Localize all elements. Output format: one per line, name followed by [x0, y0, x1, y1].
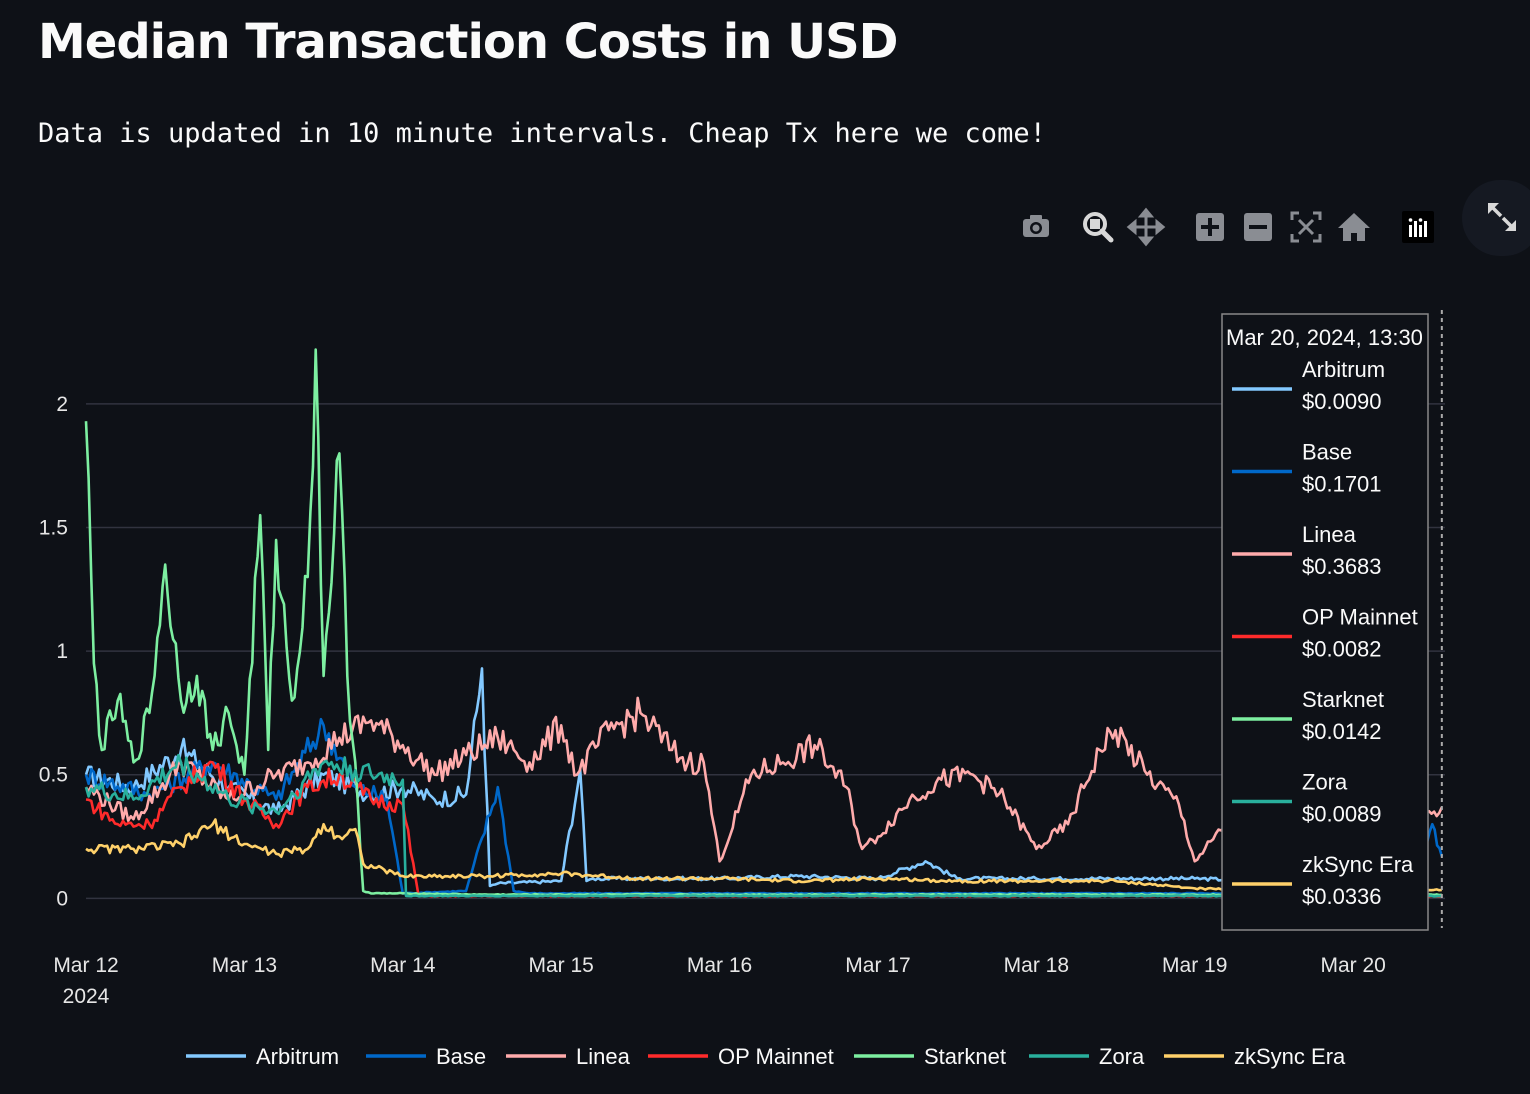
series-lines [84, 348, 1444, 898]
hover-series-name: Arbitrum [1302, 357, 1385, 382]
hover-series-value: $0.0142 [1302, 719, 1382, 744]
zoom-icon[interactable] [1076, 205, 1120, 249]
y-tick-label: 0.5 [39, 764, 68, 787]
hover-series-value: $0.0089 [1302, 802, 1382, 827]
legend-label: OP Mainnet [718, 1044, 834, 1069]
x-axis: Mar 12 2024 Mar 13 Mar 14 Mar 15 Mar 16 Mar 17… [53, 954, 1385, 1008]
hover-series-value: $0.3683 [1302, 554, 1382, 579]
legend-item-zora[interactable]: Zora [1029, 1044, 1145, 1069]
y-tick-label: 1 [56, 640, 68, 663]
expand-icon [1488, 203, 1516, 231]
hover-series-value: $0.1701 [1302, 472, 1382, 497]
hover-series-name: Base [1302, 440, 1352, 465]
x-tick-label: Mar 20 [1320, 954, 1385, 977]
zoom-in-icon[interactable] [1188, 205, 1232, 249]
y-tick-label: 2 [56, 393, 68, 416]
legend-label: Base [436, 1044, 486, 1069]
x-tick-label: Mar 12 [53, 954, 118, 977]
legend-item-op-mainnet[interactable]: OP Mainnet [648, 1044, 834, 1069]
legend-label: zkSync Era [1234, 1044, 1346, 1069]
x-tick-label: Mar 16 [687, 954, 752, 977]
x-tick-label: 2024 [63, 985, 110, 1008]
legend-item-base[interactable]: Base [366, 1044, 486, 1069]
hover-series-name: zkSync Era [1302, 852, 1414, 877]
page-title: Median Transaction Costs in USD [38, 14, 899, 70]
series-line-zora[interactable] [84, 753, 1442, 898]
fullscreen-button[interactable] [1462, 180, 1530, 256]
x-tick-label: Mar 18 [1004, 954, 1069, 977]
y-axis: 0 0.5 1 1.5 2 [39, 393, 68, 910]
autoscale-icon[interactable] [1284, 205, 1328, 249]
hover-series-value: $0.0336 [1302, 884, 1382, 909]
hover-series-name: OP Mainnet [1302, 605, 1418, 630]
zoom-out-icon[interactable] [1236, 205, 1280, 249]
hover-series-value: $0.0090 [1302, 389, 1382, 414]
hover-series-name: Starknet [1302, 687, 1384, 712]
legend-item-zksync-era[interactable]: zkSync Era [1164, 1044, 1346, 1069]
y-tick-label: 0 [56, 887, 68, 910]
series-line-zksync-era[interactable] [85, 818, 1442, 893]
pan-icon[interactable] [1124, 205, 1168, 249]
hover-series-value: $0.0082 [1302, 637, 1382, 662]
y-tick-label: 1.5 [39, 517, 68, 540]
camera-icon[interactable] [1014, 205, 1058, 249]
plotly-logo-icon[interactable] [1396, 205, 1440, 249]
hover-series-name: Linea [1302, 522, 1357, 547]
chart-modebar [1010, 205, 1450, 249]
x-tick-label: Mar 19 [1162, 954, 1227, 977]
legend-label: Starknet [924, 1044, 1006, 1069]
x-tick-label: Mar 15 [528, 954, 593, 977]
hover-box [1221, 313, 1429, 931]
legend-item-linea[interactable]: Linea [506, 1044, 631, 1069]
legend-label: Zora [1099, 1044, 1145, 1069]
legend: Arbitrum Base Linea OP Mainnet Starknet Zora z… [186, 1044, 1346, 1069]
legend-label: Linea [576, 1044, 631, 1069]
legend-label: Arbitrum [256, 1044, 339, 1069]
x-tick-label: Mar 14 [370, 954, 436, 977]
legend-item-starknet[interactable]: Starknet [854, 1044, 1006, 1069]
hover-series-name: Zora [1302, 770, 1348, 795]
series-line-linea[interactable] [84, 696, 1443, 863]
series-line-base[interactable] [84, 717, 1444, 896]
hover-header: Mar 20, 2024, 13:30 [1226, 325, 1423, 350]
x-tick-label: Mar 17 [845, 954, 910, 977]
page-subtitle: Data is updated in 10 minute intervals. … [38, 118, 1046, 149]
x-tick-label: Mar 13 [212, 954, 277, 977]
legend-item-arbitrum[interactable]: Arbitrum [186, 1044, 339, 1069]
hover-tooltip: Mar 20, 2024, 13:30 Arbitrum $0.0090 Base $0… [1221, 310, 1443, 931]
reset-axes-icon[interactable] [1332, 205, 1376, 249]
